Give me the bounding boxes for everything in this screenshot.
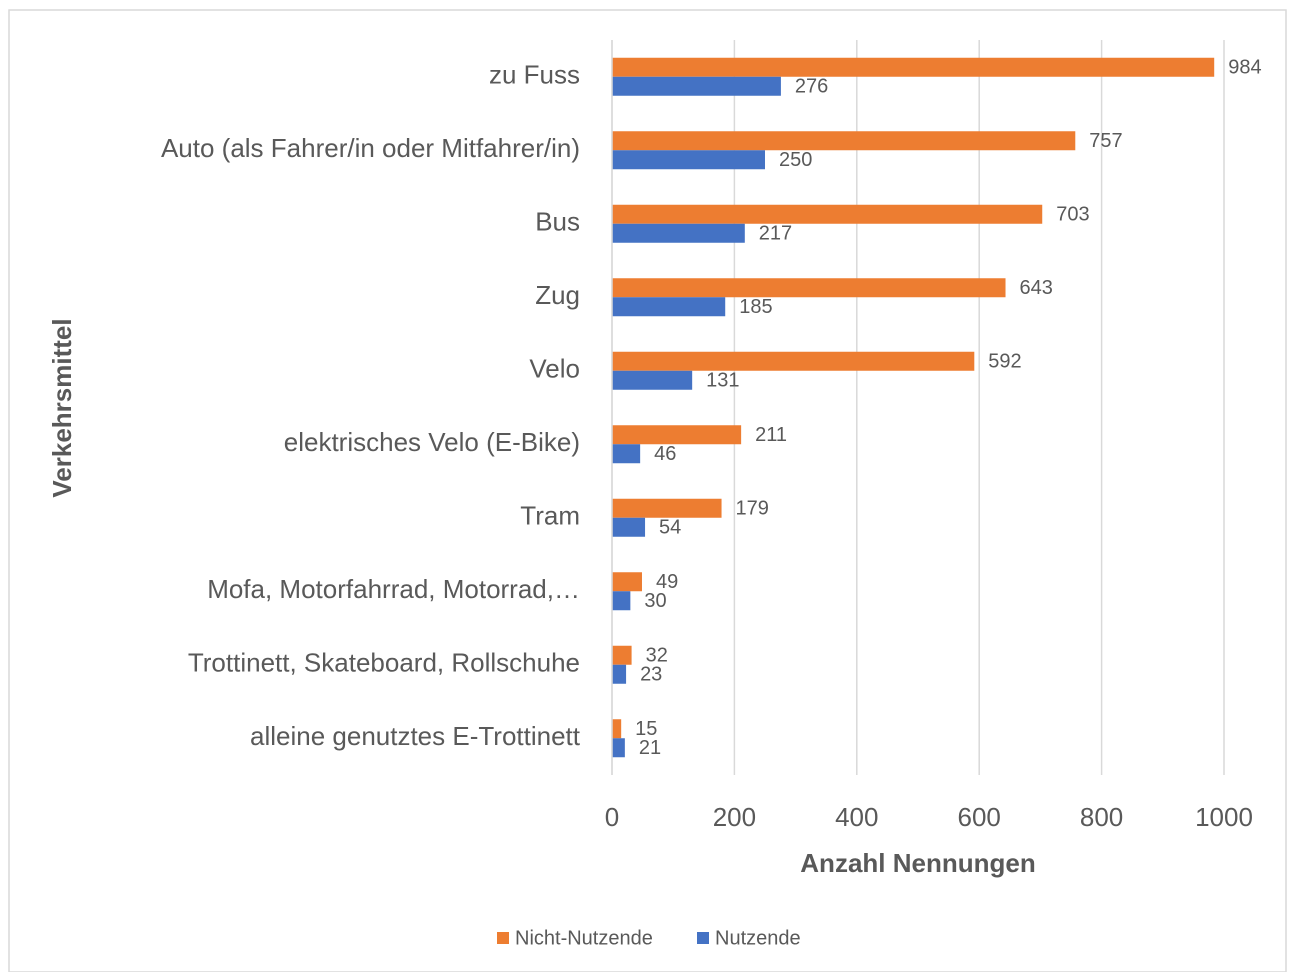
data-label: 643	[1020, 277, 1053, 299]
x-tick-label: 600	[958, 802, 1001, 832]
x-tick-label: 0	[605, 802, 619, 832]
y-tick-label: alleine genutztes E-Trottinett	[250, 721, 581, 751]
y-tick-label: Zug	[535, 280, 580, 310]
data-label: 592	[988, 351, 1021, 373]
data-label: 179	[736, 498, 769, 520]
x-axis-title: Anzahl Nennungen	[800, 848, 1035, 878]
bar	[612, 297, 726, 317]
bar	[612, 517, 646, 537]
data-label: 276	[795, 76, 828, 98]
bar	[612, 57, 1215, 77]
data-label: 32	[646, 645, 668, 667]
data-label: 757	[1089, 130, 1122, 152]
y-tick-label: Tram	[520, 501, 580, 531]
y-tick-label: Trottinett, Skateboard, Rollschuhe	[188, 648, 580, 678]
data-label: 46	[654, 443, 676, 465]
data-label: 23	[640, 664, 662, 686]
data-label: 984	[1228, 57, 1261, 79]
x-tick-label: 800	[1080, 802, 1123, 832]
bar	[612, 131, 1076, 151]
y-tick-label: Auto (als Fahrer/in oder Mitfahrer/in)	[161, 133, 580, 163]
data-label: 15	[635, 718, 657, 740]
bar	[612, 370, 693, 390]
data-label: 250	[779, 149, 812, 171]
x-tick-label: 200	[713, 802, 756, 832]
bar	[612, 591, 631, 611]
y-tick-label: Mofa, Motorfahrrad, Motorrad,…	[207, 574, 580, 604]
data-label: 54	[659, 517, 681, 539]
bar	[612, 444, 641, 464]
bar	[612, 645, 632, 665]
y-tick-label: elektrisches Velo (E-Bike)	[284, 427, 580, 457]
bar	[612, 76, 781, 96]
y-tick-label: Bus	[535, 207, 580, 237]
bar	[612, 664, 627, 684]
data-label: 185	[739, 296, 772, 318]
bar	[612, 719, 622, 739]
data-label: 30	[644, 590, 666, 612]
y-tick-label: zu Fuss	[489, 60, 580, 90]
bar	[612, 351, 975, 371]
chart-frame	[8, 9, 1287, 972]
bar	[612, 572, 642, 592]
legend-label: Nicht-Nutzende	[515, 927, 653, 949]
data-label: 49	[656, 571, 678, 593]
bar	[612, 223, 745, 243]
bar	[612, 498, 722, 518]
data-label: 211	[755, 424, 787, 446]
x-tick-label: 400	[835, 802, 878, 832]
data-label: 131	[706, 370, 739, 392]
x-tick-label: 1000	[1195, 802, 1253, 832]
legend-label: Nutzende	[715, 927, 801, 949]
bar	[612, 204, 1043, 224]
bar	[612, 278, 1006, 298]
bar	[612, 738, 625, 758]
y-tick-label: Velo	[529, 354, 580, 384]
data-label: 217	[759, 223, 792, 245]
data-label: 21	[639, 737, 661, 759]
bar	[612, 150, 765, 170]
y-axis-title: Verkehrsmittel	[47, 318, 77, 497]
data-label: 703	[1056, 204, 1089, 226]
legend-swatch	[497, 932, 509, 944]
bar	[612, 425, 742, 445]
legend-swatch	[697, 932, 709, 944]
